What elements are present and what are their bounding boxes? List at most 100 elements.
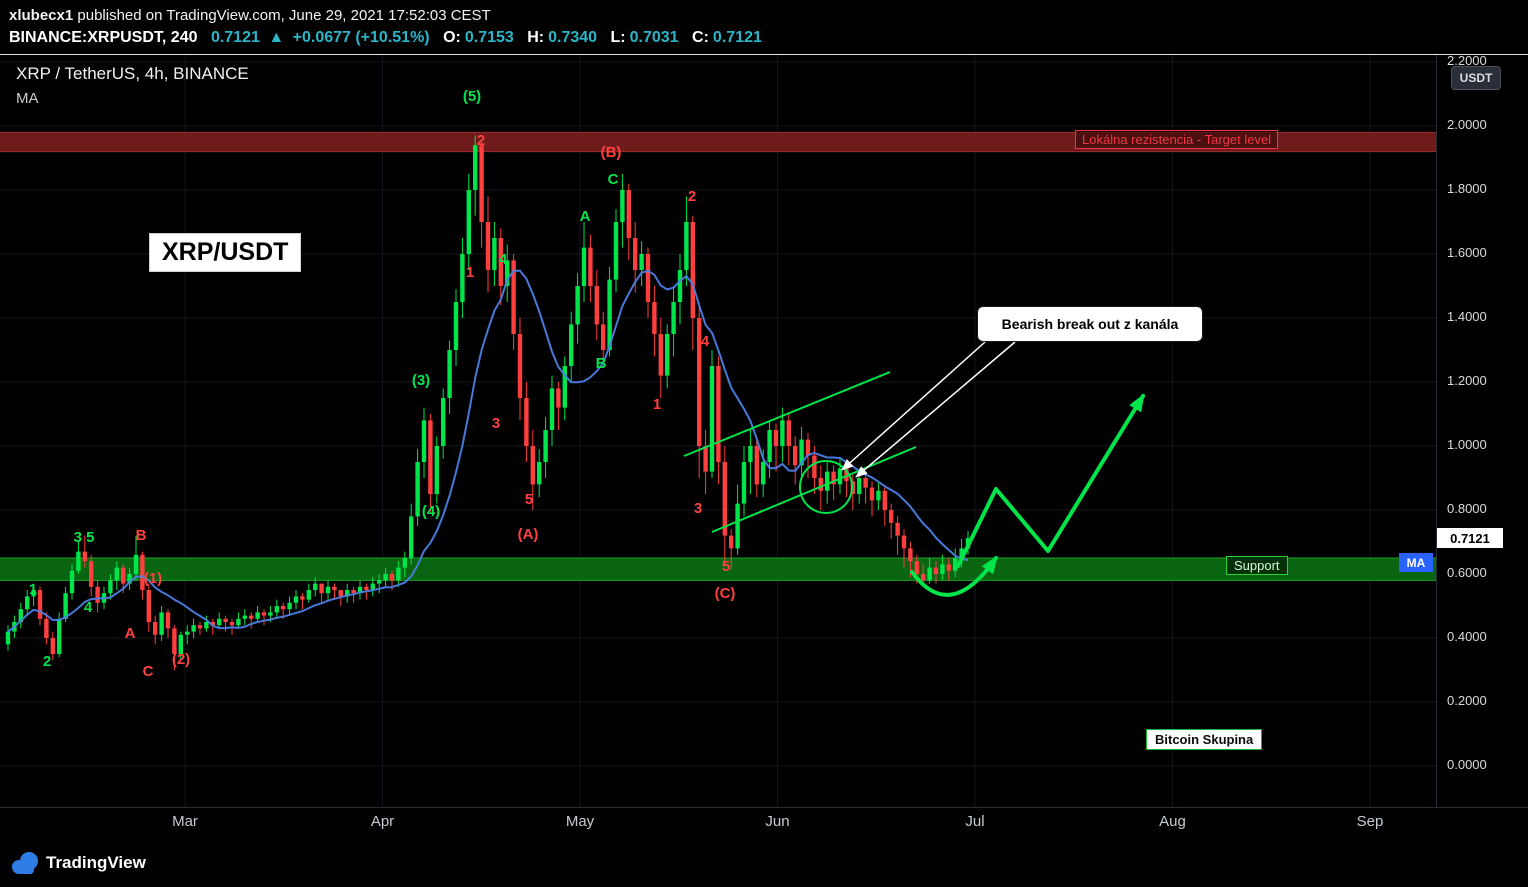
pair-watermark-label[interactable]: XRP/USDT	[149, 233, 302, 272]
candle-body	[191, 625, 196, 632]
ohlc-low-value: 0.7031	[629, 29, 679, 46]
candle-body	[639, 254, 644, 270]
candlestick-chart[interactable]: 1 2 3 5 4 (3) (4) (5) 4 A B C B A C (1) (2) 1 2 3 5 (A) (B) 1 2…	[0, 55, 1437, 807]
candle-body	[652, 302, 657, 334]
candle-body	[95, 586, 100, 603]
candle-body	[18, 609, 23, 622]
candle-body	[236, 618, 241, 626]
candle-body	[895, 522, 900, 536]
candle-body	[37, 590, 43, 619]
candle-body	[876, 490, 881, 501]
pointer-arrows[interactable]	[841, 341, 1016, 478]
candle-body	[767, 430, 772, 462]
candle-body	[108, 580, 113, 594]
wave-label: (3)	[412, 372, 430, 389]
candle-body	[908, 548, 913, 562]
candle-body	[901, 535, 907, 549]
candle-body	[460, 254, 465, 302]
wave-label: 2	[43, 653, 51, 670]
candle-body	[178, 634, 183, 654]
candle-body	[313, 583, 318, 590]
candle-body	[498, 238, 503, 286]
candle-body	[665, 334, 670, 376]
candle-body	[671, 302, 676, 334]
ohlc-open-label: O:	[443, 29, 461, 46]
candle-body	[402, 558, 407, 568]
breakout-circle-shape	[799, 460, 853, 514]
wave-label: 4	[84, 599, 93, 616]
wave-label: C	[143, 663, 154, 680]
month-label: Mar	[172, 813, 198, 830]
candle-body	[690, 222, 695, 318]
candle-body	[703, 446, 708, 472]
trend-channel[interactable]	[683, 371, 917, 533]
candle-body	[364, 586, 369, 590]
candle-body	[421, 420, 427, 462]
candle-body	[31, 590, 36, 597]
ohlc-high-value: 0.7340	[548, 29, 598, 46]
wave-label: (A)	[518, 526, 539, 543]
projection-arrows[interactable]	[910, 393, 1145, 597]
bitcoin-group-label[interactable]: Bitcoin Skupina	[1146, 729, 1263, 750]
candle-body	[249, 615, 254, 619]
candle-body	[204, 622, 209, 629]
candle-body	[633, 238, 638, 270]
candle-body	[857, 478, 862, 494]
candle-body	[741, 462, 747, 504]
price-scale-label: 0.6000	[1447, 565, 1487, 580]
candle-body	[677, 270, 683, 302]
chart-legend-title[interactable]: XRP / TetherUS, 4h, BINANCE	[16, 64, 249, 83]
wave-label: 3	[694, 500, 702, 517]
candle-body	[44, 618, 49, 638]
candle-body	[306, 590, 311, 600]
candle-body	[389, 574, 395, 581]
candle-body	[626, 190, 631, 238]
candle-body	[530, 446, 535, 485]
bearish-breakout-callout[interactable]: Bearish break out z kanála	[977, 306, 1203, 342]
wave-label: (4)	[422, 503, 440, 520]
wave-label: 1	[466, 264, 474, 281]
candle-body	[261, 612, 267, 616]
candle-body	[242, 615, 247, 619]
breakout-circle[interactable]	[799, 460, 853, 514]
candle-body	[217, 618, 222, 626]
candle-body	[594, 286, 599, 325]
tradingview-brand-text[interactable]: TradingView	[46, 853, 146, 872]
candle-body	[805, 439, 811, 456]
candle-body	[620, 190, 625, 222]
support-band	[0, 558, 1437, 581]
candle-body	[453, 302, 459, 350]
candle-body	[946, 564, 951, 571]
candle-body	[479, 145, 484, 222]
month-label: Jun	[765, 813, 790, 830]
candle-body	[537, 462, 542, 485]
candle-body	[588, 247, 593, 286]
price-scale-separator	[1436, 55, 1437, 807]
candle-body	[383, 574, 388, 581]
candle-body	[933, 567, 939, 574]
candle-body	[396, 567, 401, 581]
last-price-tag: 0.7121	[1437, 528, 1503, 548]
candle-body	[735, 503, 740, 549]
resistance-zone-label[interactable]: Lokálna rezistencia - Target level	[1075, 130, 1279, 149]
candle-body	[524, 398, 529, 446]
candle-body	[357, 586, 363, 594]
month-label: Aug	[1159, 813, 1186, 830]
candle-body	[748, 446, 753, 462]
symbol-name: BINANCE:XRPUSDT, 240	[9, 29, 198, 46]
wave-label: 5	[525, 491, 533, 508]
ohlc-open-value: 0.7153	[464, 29, 514, 46]
tradingview-logo[interactable]	[8, 847, 42, 877]
candle-body	[281, 606, 286, 610]
currency-toggle-button[interactable]: USDT	[1451, 66, 1501, 90]
header-separator	[0, 54, 1528, 55]
candle-body	[697, 318, 702, 446]
wave-label: 3	[492, 415, 500, 432]
candle-body	[441, 398, 446, 446]
chart-legend-ma-indicator[interactable]: MA	[16, 90, 39, 107]
candles	[5, 135, 971, 670]
support-zone-label[interactable]: Support	[1226, 556, 1288, 575]
candle-body	[492, 238, 497, 270]
candle-body	[300, 596, 305, 600]
candle-body	[927, 567, 932, 581]
